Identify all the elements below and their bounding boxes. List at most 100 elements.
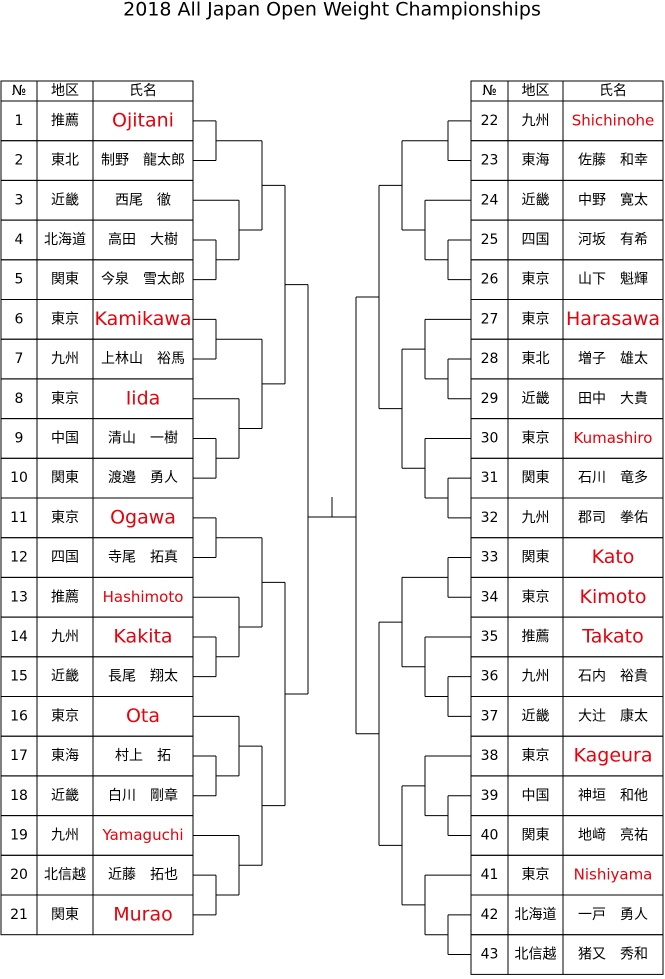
region: 北海道 (44, 232, 86, 248)
region: 九州 (522, 669, 550, 685)
name: 増子 雄太 (578, 351, 648, 367)
header-text: 地区 (522, 83, 550, 99)
name: 高田 大樹 (108, 231, 178, 248)
name: Ota (126, 705, 160, 727)
region: 関東 (522, 470, 550, 486)
header-text: 地区 (51, 83, 79, 99)
name: 郡司 拳佑 (578, 510, 648, 526)
name: 神垣 和他 (578, 788, 648, 804)
name: Hashimoto (103, 588, 184, 606)
name: 石川 竜多 (578, 469, 648, 486)
name: 今泉 雪太郎 (101, 271, 185, 288)
entry-number: 29 (481, 391, 499, 407)
name: 一戸 勇人 (578, 907, 648, 923)
name: Yamaguchi (101, 826, 183, 844)
name: Takato (581, 625, 644, 647)
name: 上林山 裕馬 (101, 351, 185, 367)
name: 村上 拓 (115, 748, 171, 764)
name: Kageura (573, 745, 652, 767)
entry-number: 31 (481, 470, 499, 486)
region: 東京 (522, 748, 550, 764)
region: 九州 (51, 351, 79, 367)
name: 山下 魁輝 (578, 272, 648, 288)
entry-number: 17 (10, 748, 28, 764)
region: 東京 (522, 430, 550, 446)
entry-number: 9 (15, 430, 24, 446)
name: 西尾 徹 (115, 192, 171, 208)
region: 関東 (51, 470, 79, 486)
name: 中野 寛太 (578, 191, 648, 208)
region: 九州 (51, 629, 79, 645)
entry-number: 11 (10, 510, 28, 526)
name: 近藤 拓也 (108, 867, 178, 883)
name: 白川 剛章 (108, 787, 178, 804)
region: 東京 (522, 589, 550, 605)
region: 北信越 (515, 947, 557, 963)
entry-number: 39 (481, 788, 499, 804)
name: 渡邉 勇人 (108, 470, 178, 486)
header-text: 氏名 (599, 83, 627, 99)
entry-number: 35 (481, 629, 499, 645)
region: 四国 (522, 232, 550, 248)
entry-number: 5 (15, 272, 24, 288)
name: 田中 大貴 (578, 391, 648, 407)
region: 東海 (51, 748, 79, 764)
name: Shichinohe (572, 111, 655, 129)
name: 地﨑 亮祐 (578, 826, 648, 843)
region: 東京 (522, 867, 550, 883)
entry-number: 41 (481, 867, 499, 883)
region: 北海道 (515, 907, 557, 923)
header-text: № (482, 83, 497, 99)
entry-number: 23 (481, 153, 499, 169)
entry-number: 38 (481, 748, 499, 764)
entry-number: 20 (10, 867, 28, 883)
region: 四国 (51, 550, 79, 566)
region: 東海 (522, 153, 550, 169)
region: 東京 (51, 391, 79, 407)
entry-number: 36 (481, 669, 499, 685)
entry-number: 19 (10, 827, 28, 843)
entry-number: 18 (10, 788, 28, 804)
entry-number: 42 (481, 907, 499, 923)
region: 近畿 (51, 669, 79, 685)
entry-number: 8 (15, 391, 24, 407)
region: 東京 (51, 510, 79, 526)
entry-number: 21 (10, 907, 28, 923)
region: 九州 (522, 113, 550, 129)
region: 東京 (51, 311, 79, 327)
entry-number: 33 (481, 550, 499, 566)
name: 制野 龍太郎 (101, 152, 185, 169)
region: 中国 (522, 788, 550, 804)
region: 九州 (522, 510, 550, 526)
cell (562, 934, 664, 975)
entry-number: 28 (481, 351, 499, 367)
entry-number: 15 (10, 669, 28, 685)
entry-number: 7 (15, 351, 24, 367)
region: 関東 (522, 550, 550, 566)
region: 東京 (522, 272, 550, 288)
region: 近畿 (522, 708, 550, 724)
region: 関東 (522, 827, 550, 843)
entry-number: 24 (481, 192, 499, 208)
name: 長尾 翔太 (108, 669, 178, 685)
entry-number: 27 (481, 311, 499, 327)
region: 推薦 (51, 589, 79, 605)
name: Ogawa (110, 506, 176, 528)
entry-number: 26 (481, 272, 499, 288)
region: 近畿 (51, 788, 79, 804)
name: Nishiyama (574, 866, 653, 884)
region: 関東 (51, 272, 79, 288)
entry-number: 13 (10, 589, 28, 605)
title: 2018 All Japan Open Weight Championships (123, 0, 541, 21)
region: 関東 (51, 907, 79, 923)
name: 佐藤 和幸 (578, 153, 648, 169)
region: 近畿 (522, 192, 550, 208)
region: 東北 (522, 351, 550, 367)
entry-number: 4 (15, 232, 24, 248)
region: 北信越 (44, 867, 86, 883)
region: 東北 (51, 153, 79, 169)
name: Kimoto (580, 586, 647, 608)
region: 推薦 (522, 629, 550, 645)
